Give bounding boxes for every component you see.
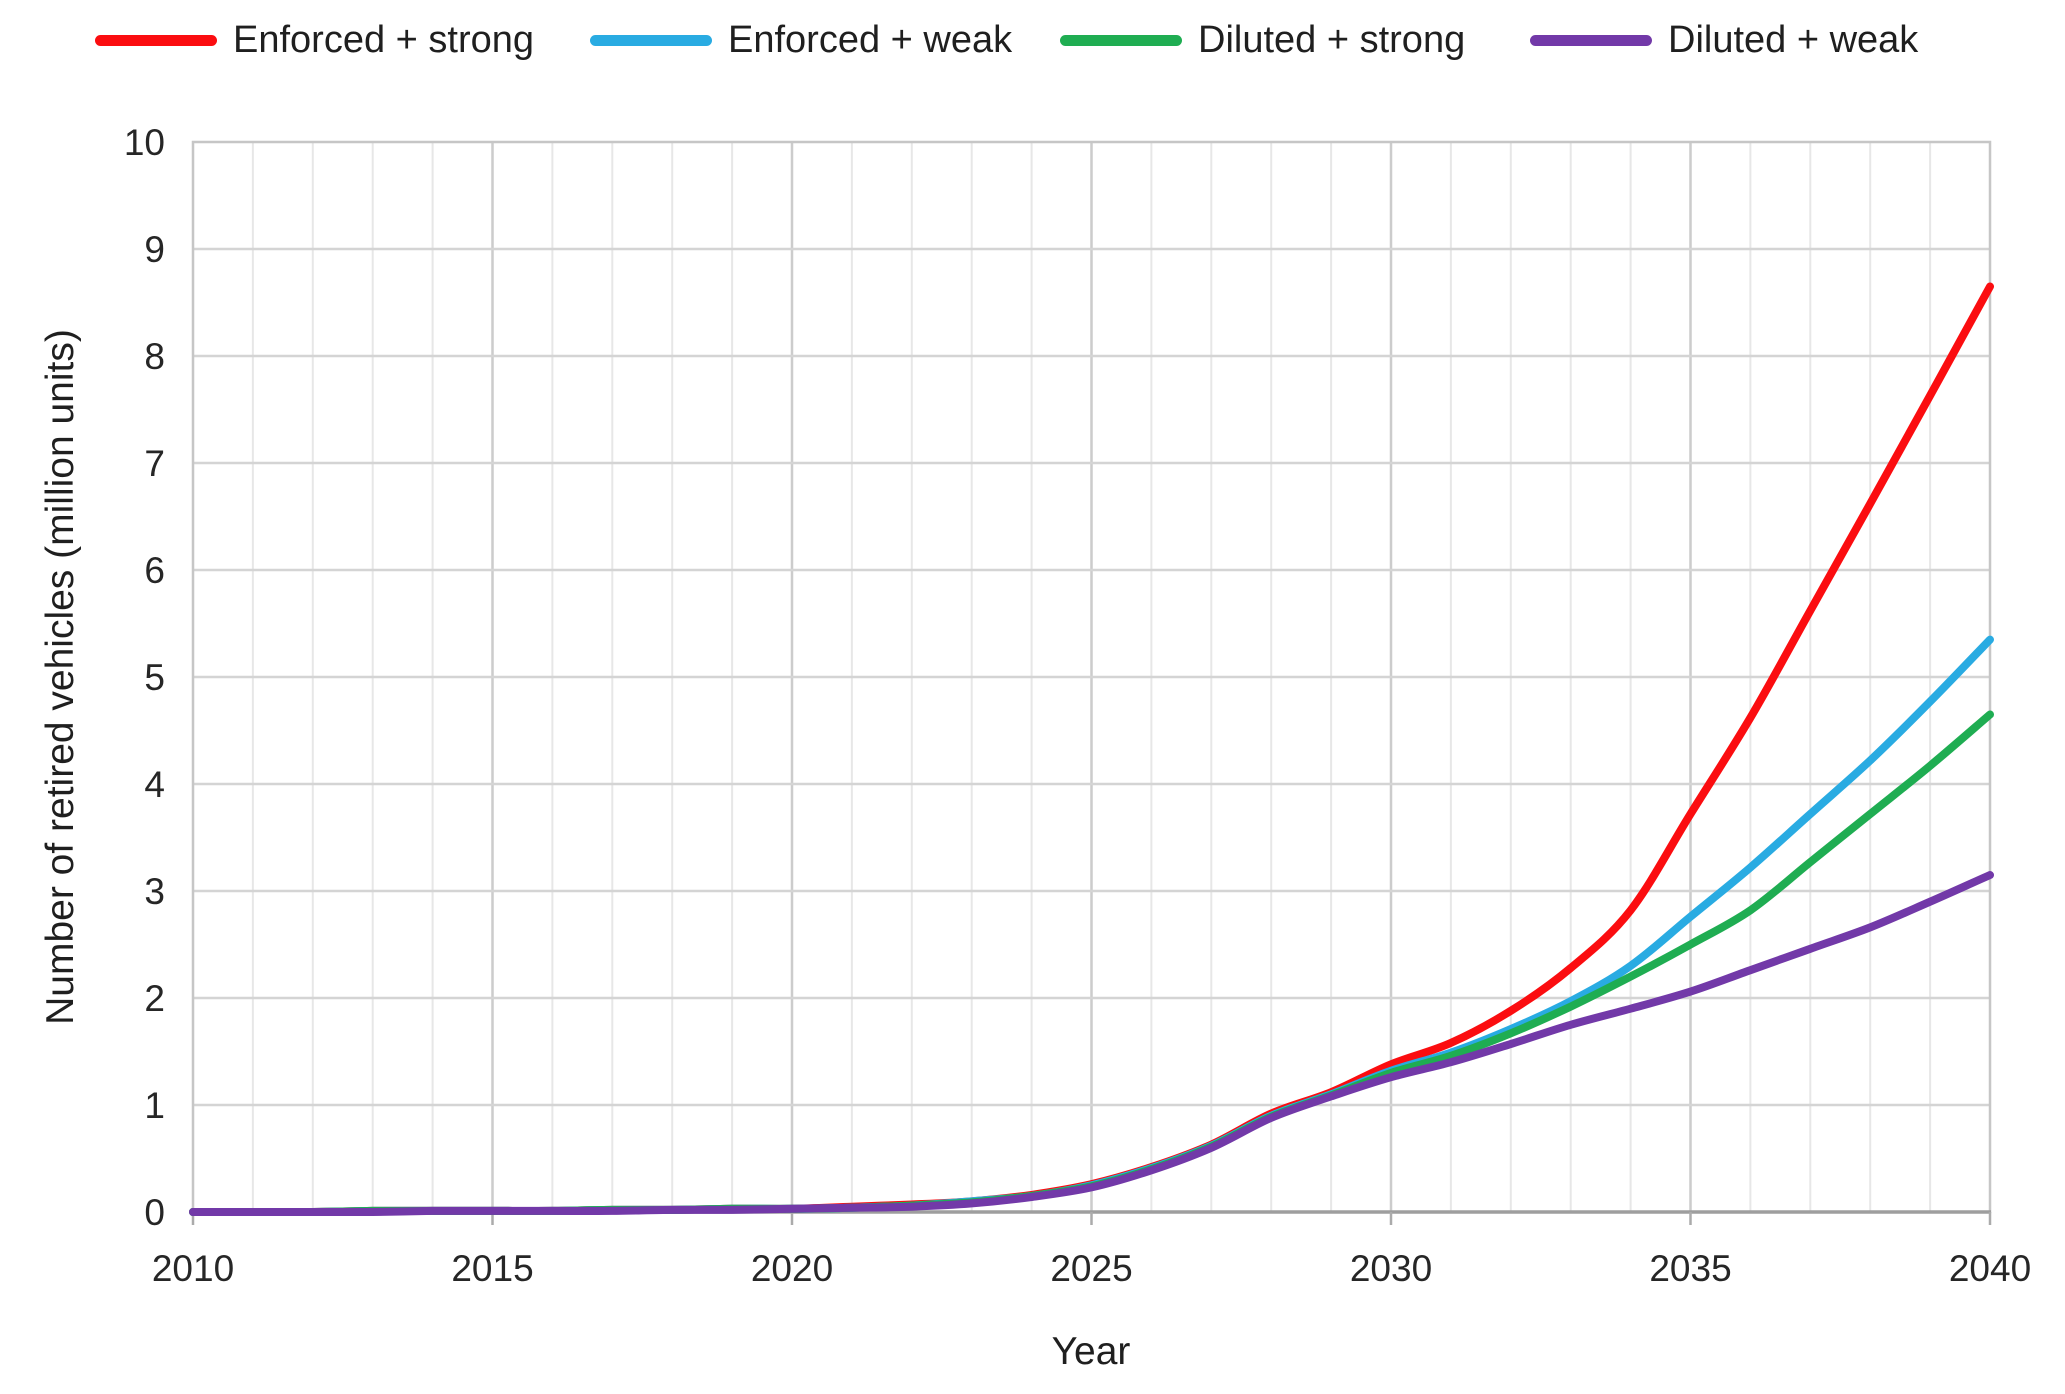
x-tick-label: 2020 bbox=[751, 1248, 833, 1289]
y-tick-label: 2 bbox=[144, 978, 165, 1019]
legend-item-4: Diluted + weak bbox=[1530, 16, 1918, 64]
x-axis-title: Year bbox=[1051, 1330, 1131, 1373]
legend-swatch-4 bbox=[1530, 34, 1652, 46]
x-tick-label: 2015 bbox=[451, 1248, 533, 1289]
series-line-4 bbox=[189, 871, 1994, 1216]
legend-item-3: Diluted + strong bbox=[1060, 16, 1465, 64]
y-tick-label: 9 bbox=[144, 229, 165, 270]
y-tick-label: 6 bbox=[144, 550, 165, 591]
y-tick-label: 4 bbox=[144, 764, 165, 805]
legend-label-2: Enforced + weak bbox=[728, 18, 1013, 61]
x-tick-label: 2030 bbox=[1350, 1248, 1432, 1289]
y-axis-title: Number of retired vehicles (million unit… bbox=[39, 329, 82, 1025]
legend-swatch-1 bbox=[95, 34, 217, 46]
x-tick-label: 2040 bbox=[1949, 1248, 2031, 1289]
y-tick-label: 0 bbox=[144, 1192, 165, 1233]
legend-item-1: Enforced + strong bbox=[95, 16, 534, 64]
y-tick-label: 10 bbox=[124, 122, 165, 163]
y-tick-label: 7 bbox=[144, 443, 165, 484]
y-tick-label: 1 bbox=[144, 1085, 165, 1126]
legend-swatch-3 bbox=[1060, 34, 1182, 46]
y-tick-label: 5 bbox=[144, 657, 165, 698]
legend-label-3: Diluted + strong bbox=[1198, 18, 1466, 61]
y-tick-label: 3 bbox=[144, 871, 165, 912]
x-tick-label: 2035 bbox=[1649, 1248, 1731, 1289]
y-tick-label: 8 bbox=[144, 336, 165, 377]
x-tick-label: 2010 bbox=[152, 1248, 234, 1289]
legend-label-4: Diluted + weak bbox=[1668, 18, 1919, 61]
legend-item-2: Enforced + weak bbox=[590, 16, 1012, 64]
legend-swatch-2 bbox=[590, 34, 712, 46]
legend-label-1: Enforced + strong bbox=[233, 18, 535, 61]
x-tick-label: 2025 bbox=[1050, 1248, 1132, 1289]
